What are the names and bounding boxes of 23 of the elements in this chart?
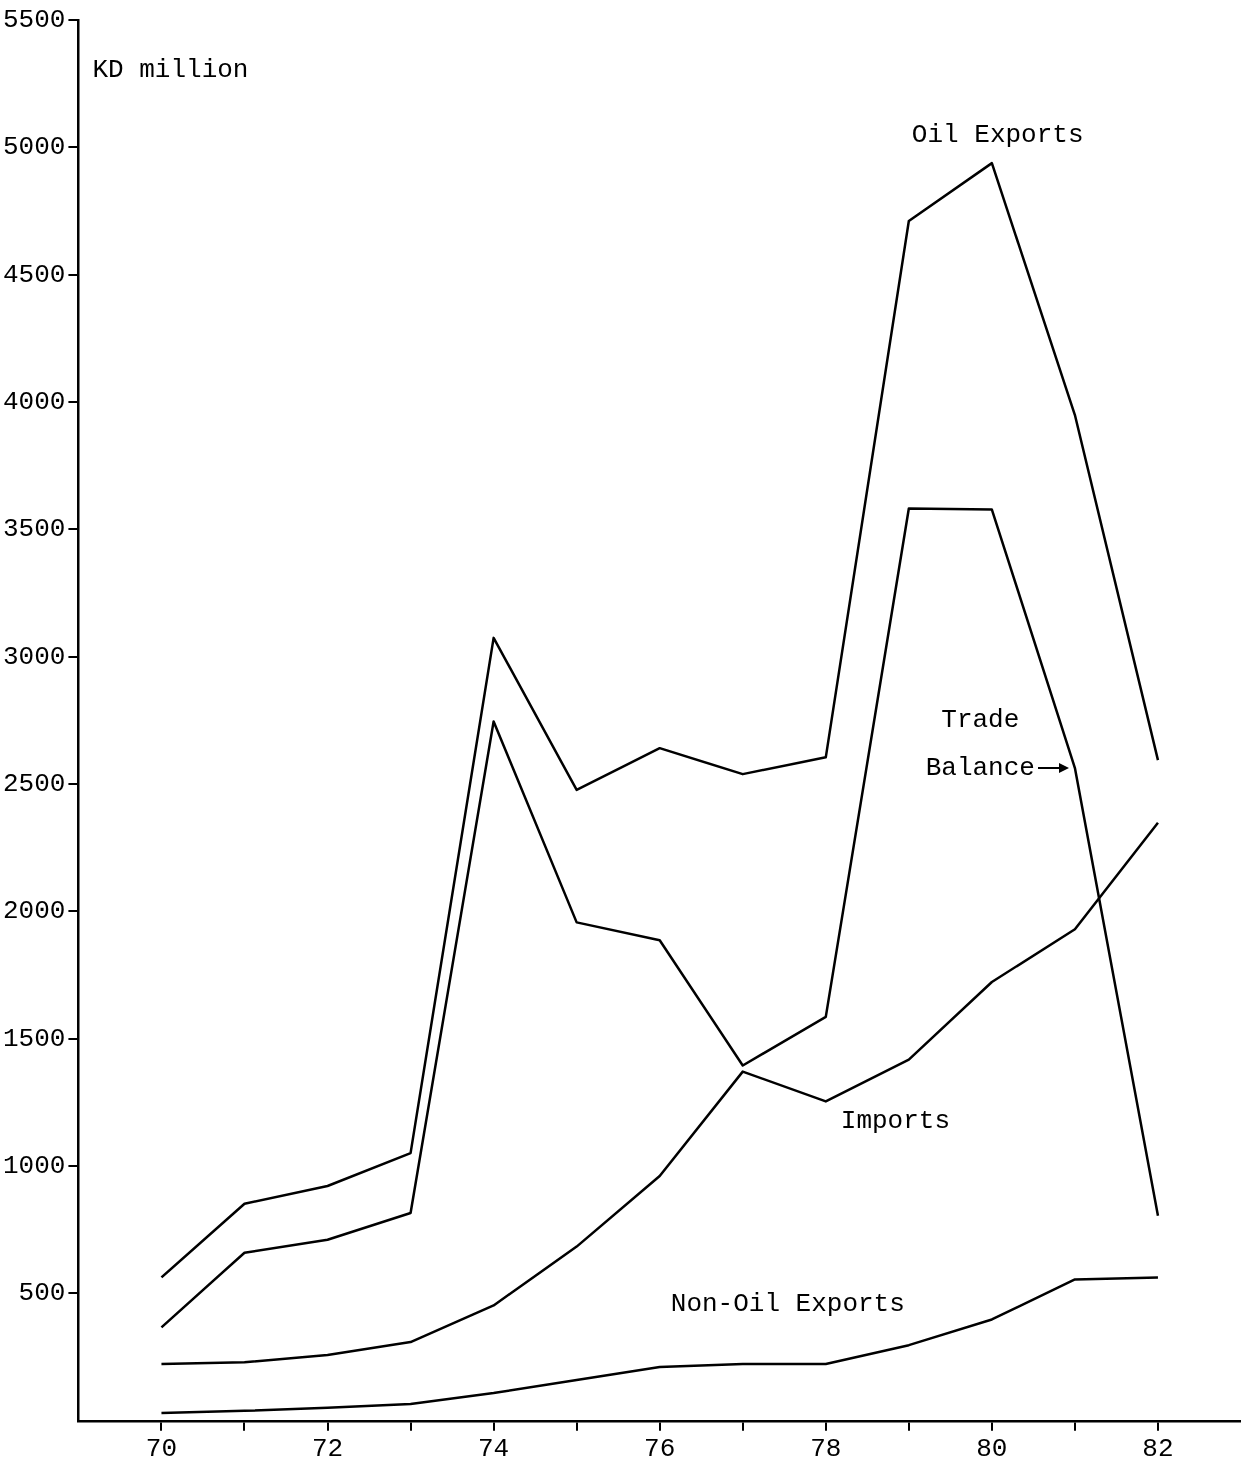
series-label: Trade Balance <box>925 704 1035 783</box>
x-tick-label: 82 <box>1142 1434 1174 1465</box>
y-tick-label: 2500 <box>2 768 66 799</box>
y-tick-label: 5500 <box>2 4 66 35</box>
y-tick-label: 4500 <box>2 259 66 290</box>
series-label: Oil Exports <box>911 120 1084 151</box>
y-tick-label: 1000 <box>2 1151 66 1181</box>
y-axis-title: KD million <box>92 54 249 85</box>
y-tick-label: 500 <box>18 1278 66 1309</box>
x-tick-label: 72 <box>311 1434 344 1465</box>
y-tick-label: 5000 <box>2 132 66 163</box>
series-label: Imports <box>840 1106 951 1137</box>
x-tick-label: 70 <box>145 1434 178 1465</box>
y-tick-label: 1500 <box>2 1023 66 1054</box>
x-tick-label: 76 <box>644 1434 676 1465</box>
y-tick-label: 3500 <box>2 514 66 545</box>
x-tick-label: 80 <box>976 1434 1008 1465</box>
y-tick-label: 3000 <box>2 641 66 672</box>
y-tick-label: 2000 <box>2 896 66 927</box>
x-tick-label: 78 <box>810 1434 842 1465</box>
series-label: Non-Oil Exports <box>670 1288 905 1319</box>
y-tick-label: 4000 <box>2 386 66 417</box>
x-tick-label: 74 <box>478 1434 510 1465</box>
